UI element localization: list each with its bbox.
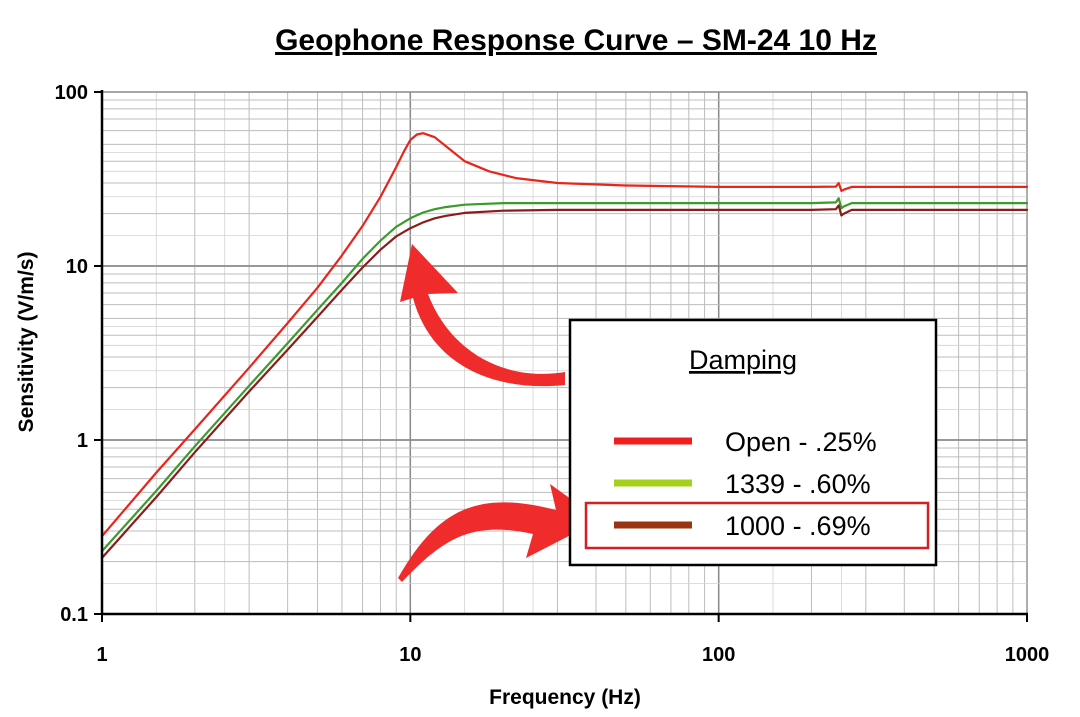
x-tick-label: 100 [702,644,735,666]
x-tick-label: 1 [96,644,107,666]
legend-title: Damping [689,345,797,375]
upper-arrow-icon [400,244,565,387]
x-tick-label: 10 [399,644,421,666]
legend-label-open: Open - .25% [725,427,877,457]
legend: Damping Open - .25% 1339 - .60% 1000 - .… [568,318,938,567]
y-tick-label: 100 [55,82,88,104]
legend-highlight-box [584,501,930,550]
x-tick-labels: 1 10 100 1000 [96,644,1049,666]
y-tick-labels: 0.1 1 10 100 [55,82,88,626]
y-tick-label: 10 [66,256,88,278]
series-line-0 [100,132,1029,538]
series-lines [100,132,1029,559]
y-tick-label: 1 [77,430,88,452]
series-line-2 [100,204,1029,559]
x-tick-label: 1000 [1005,644,1050,666]
annotation-arrows [398,244,600,582]
y-tick-label: 0.1 [60,604,88,626]
lower-arrow-icon [398,484,600,582]
y-axis-label: Sensitivity (V/m/s) [15,252,38,433]
axes [94,90,1028,622]
x-axis-label: Frequency (Hz) [489,686,641,709]
series-line-1 [100,197,1029,553]
legend-label-1000: 1000 - .69% [725,511,871,541]
legend-label-1339: 1339 - .60% [725,469,871,499]
chart-title: Geophone Response Curve – SM-24 10 Hz [275,24,877,57]
